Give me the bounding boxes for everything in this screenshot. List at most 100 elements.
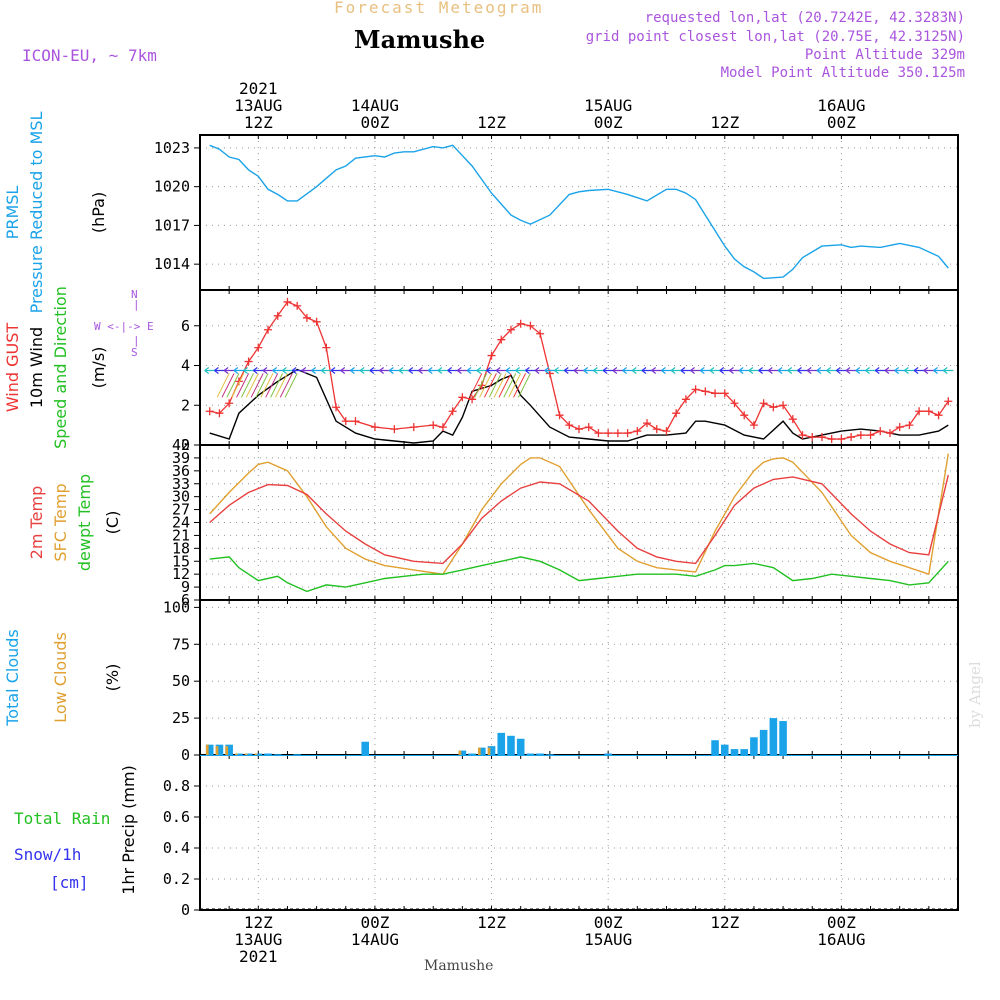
wind-direction-arrow [631, 367, 643, 374]
wind-direction-arrow [894, 367, 905, 374]
wind-direction-arrow [359, 367, 371, 374]
total-cloud-bar [779, 721, 787, 755]
side-label: Wind GUST [3, 323, 22, 413]
y-axis-unit: 1hr Precip (mm) [119, 765, 138, 895]
wind-direction-arrow [350, 367, 361, 374]
wind-barb-hatch [498, 373, 512, 398]
gust-marker [584, 423, 593, 432]
gust-marker [720, 389, 729, 398]
y-tick-label: 1017 [154, 216, 190, 234]
gust-marker [594, 429, 603, 438]
y-tick-label: 1023 [154, 139, 190, 157]
wind-direction-arrow [913, 367, 925, 374]
gust-marker [293, 301, 302, 310]
gust-marker [701, 387, 710, 396]
y-tick-label: 0 [181, 901, 190, 919]
wind-direction-arrow [204, 367, 215, 374]
wind-barb-hatch [513, 373, 526, 398]
total-cloud-bar [487, 746, 496, 755]
panel-frame [199, 289, 959, 446]
total-cloud-bar [205, 744, 214, 755]
wind-direction-arrow [320, 367, 332, 374]
gust-marker [215, 409, 224, 418]
wind-direction-arrow [262, 367, 274, 374]
wind-direction-arrow [670, 367, 682, 374]
legend-snow: Snow/1h [14, 845, 81, 864]
wind-direction-arrow [836, 367, 847, 374]
y-tick-label: 0.8 [163, 777, 190, 795]
gust-marker [322, 343, 331, 352]
y-tick-label: 24 [172, 514, 190, 532]
gust-marker [866, 431, 875, 440]
top-time-label: 00Z [360, 113, 389, 132]
gust-marker [740, 411, 749, 420]
wind-direction-arrow [622, 367, 633, 374]
wind-direction-arrow [661, 367, 672, 374]
wind-barb-hatch [270, 373, 284, 398]
y-tick-label: 18 [172, 539, 190, 557]
gust-marker [643, 419, 652, 428]
wind-barb-hatch [493, 373, 507, 398]
wind-direction-arrow [942, 367, 954, 374]
y-axis-unit: (%) [103, 664, 122, 692]
total-cloud-bar [769, 718, 778, 755]
y-tick-label: 0 [181, 746, 190, 764]
gust-marker [633, 427, 642, 436]
wind-direction-arrow [447, 367, 458, 374]
side-label: PRMSL [3, 186, 22, 240]
y-tick-label: 15 [172, 552, 190, 570]
gust-marker [283, 297, 292, 306]
wind-direction-arrow [787, 367, 798, 374]
y-tick-label: 30 [172, 488, 190, 506]
total-cloud-bar [244, 753, 253, 755]
side-label: SFC Temp [51, 483, 70, 561]
model-altitude: Model Point Altitude 350.125m [720, 65, 965, 81]
wind-direction-arrow [457, 367, 468, 374]
legend-total-rain: Total Rain [14, 809, 110, 828]
wind-direction-arrow [904, 367, 915, 374]
panel-frame [199, 754, 959, 911]
total-cloud-bar [468, 753, 476, 755]
wind-direction-arrow [476, 367, 487, 374]
total-cloud-bar [273, 754, 282, 755]
top-time-label: 16AUG [817, 96, 865, 115]
gust-marker [856, 431, 865, 440]
wind-barb-hatch [483, 373, 497, 398]
product-title: Forecast Meteogram [334, 0, 544, 17]
gust-marker [448, 407, 457, 416]
wind-barb-hatch [279, 373, 293, 398]
wind-direction-arrow [388, 367, 400, 374]
gust-marker [468, 395, 477, 404]
total-cloud-bar [478, 747, 486, 755]
wind-barb-hatch [236, 373, 250, 398]
y-axis-unit: (C) [103, 511, 122, 535]
wind-direction-arrow [573, 367, 584, 374]
footer-location: Mamushe [424, 958, 494, 974]
wind-direction-arrow [680, 367, 691, 374]
gust-marker [623, 429, 632, 438]
panel-0: 1014 1017 1020 1023 [154, 134, 959, 291]
wind-direction-arrow [379, 367, 390, 374]
total-cloud-bar [516, 738, 525, 755]
wind-direction-arrow [418, 367, 429, 374]
total-cloud-bar [536, 753, 544, 755]
gust-marker [759, 399, 768, 408]
panel-frame [199, 134, 959, 291]
wind-barb-hatch [260, 373, 274, 398]
wind-direction-arrow [583, 367, 594, 374]
gust-marker [847, 433, 856, 442]
top-time-label: 12Z [244, 113, 273, 132]
y-tick-label: 39 [172, 449, 190, 467]
gust-marker [769, 403, 778, 412]
gust-marker [516, 319, 525, 328]
wind-direction-arrow [855, 367, 866, 374]
y-tick-label: 1020 [154, 178, 190, 196]
total-cloud-bar [264, 753, 272, 755]
wind-direction-arrow [748, 367, 759, 374]
y-tick-label: 6 [181, 317, 190, 335]
bottom-time-label: 2021 [239, 947, 278, 966]
y-axis-unit: (m/s) [89, 347, 108, 389]
wind-direction-arrow [699, 367, 711, 374]
gust-marker [254, 343, 263, 352]
gust-marker [429, 421, 438, 430]
